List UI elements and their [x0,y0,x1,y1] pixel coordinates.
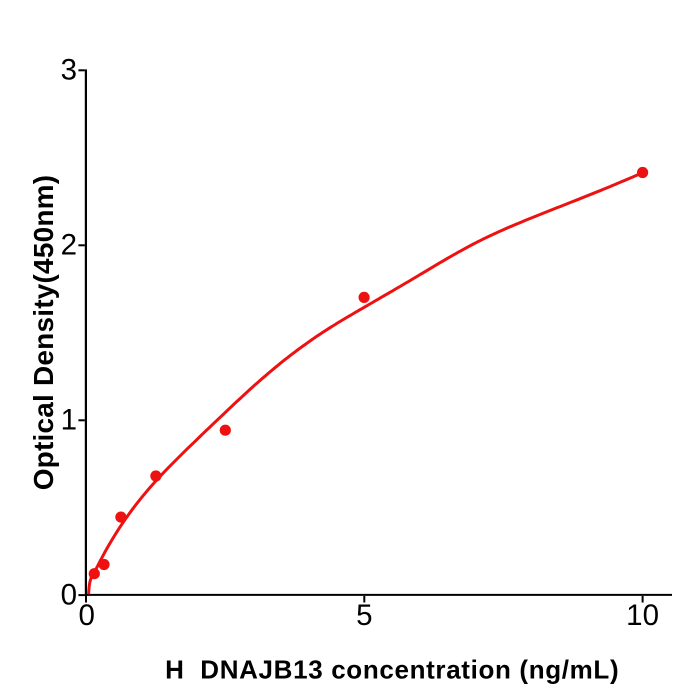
svg-text:0: 0 [78,599,94,632]
svg-text:1: 1 [61,404,77,437]
svg-text:10: 10 [626,599,659,632]
svg-text:H DNAJB13 concentration (ng/m: H DNAJB13 concentration (ng/mL) [165,654,619,684]
svg-text:2: 2 [61,229,77,262]
svg-text:Optical Density(450nm): Optical Density(450nm) [28,175,59,491]
svg-text:5: 5 [356,599,372,632]
svg-text:0: 0 [61,579,77,612]
svg-text:3: 3 [61,54,77,87]
